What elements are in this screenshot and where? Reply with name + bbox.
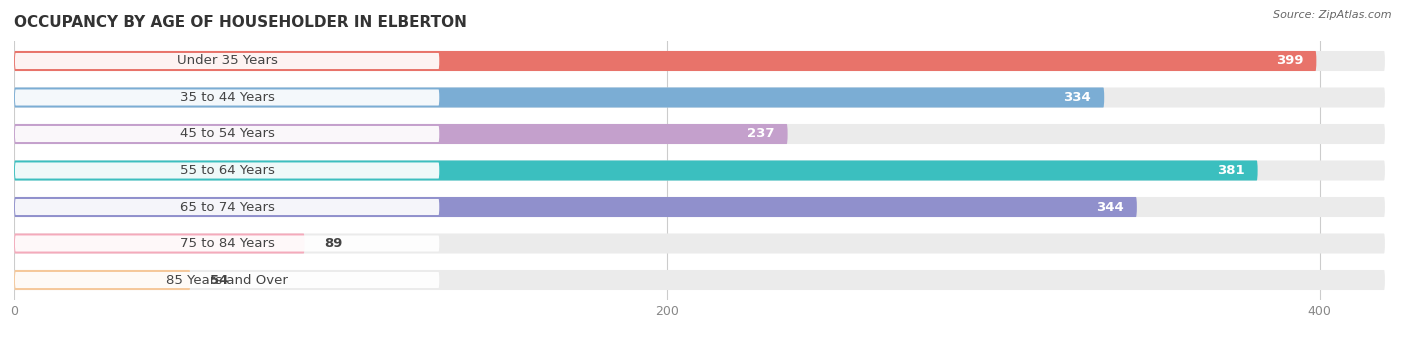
FancyBboxPatch shape xyxy=(14,124,787,144)
FancyBboxPatch shape xyxy=(14,234,1385,254)
FancyBboxPatch shape xyxy=(14,87,1385,107)
Text: 45 to 54 Years: 45 to 54 Years xyxy=(180,128,274,140)
FancyBboxPatch shape xyxy=(14,87,1104,107)
FancyBboxPatch shape xyxy=(15,272,439,288)
FancyBboxPatch shape xyxy=(15,162,439,179)
FancyBboxPatch shape xyxy=(14,197,1385,217)
FancyBboxPatch shape xyxy=(14,161,1385,180)
Text: 381: 381 xyxy=(1218,164,1244,177)
FancyBboxPatch shape xyxy=(14,51,1316,71)
FancyBboxPatch shape xyxy=(15,126,439,142)
Text: 334: 334 xyxy=(1063,91,1091,104)
FancyBboxPatch shape xyxy=(14,270,1385,290)
FancyBboxPatch shape xyxy=(14,234,305,254)
FancyBboxPatch shape xyxy=(14,270,190,290)
Text: 35 to 44 Years: 35 to 44 Years xyxy=(180,91,274,104)
Text: 237: 237 xyxy=(747,128,775,140)
Text: 85 Years and Over: 85 Years and Over xyxy=(166,273,288,286)
FancyBboxPatch shape xyxy=(14,197,1137,217)
Text: 89: 89 xyxy=(325,237,343,250)
Text: 54: 54 xyxy=(209,273,228,286)
Text: Source: ZipAtlas.com: Source: ZipAtlas.com xyxy=(1274,10,1392,20)
FancyBboxPatch shape xyxy=(15,53,439,69)
FancyBboxPatch shape xyxy=(15,89,439,105)
Text: 344: 344 xyxy=(1097,201,1123,213)
Text: 55 to 64 Years: 55 to 64 Years xyxy=(180,164,274,177)
FancyBboxPatch shape xyxy=(15,199,439,215)
Text: Under 35 Years: Under 35 Years xyxy=(177,55,277,68)
FancyBboxPatch shape xyxy=(14,124,1385,144)
FancyBboxPatch shape xyxy=(15,236,439,252)
Text: OCCUPANCY BY AGE OF HOUSEHOLDER IN ELBERTON: OCCUPANCY BY AGE OF HOUSEHOLDER IN ELBER… xyxy=(14,15,467,30)
Text: 65 to 74 Years: 65 to 74 Years xyxy=(180,201,274,213)
FancyBboxPatch shape xyxy=(14,51,1385,71)
Text: 75 to 84 Years: 75 to 84 Years xyxy=(180,237,274,250)
Text: 399: 399 xyxy=(1275,55,1303,68)
FancyBboxPatch shape xyxy=(14,161,1257,180)
